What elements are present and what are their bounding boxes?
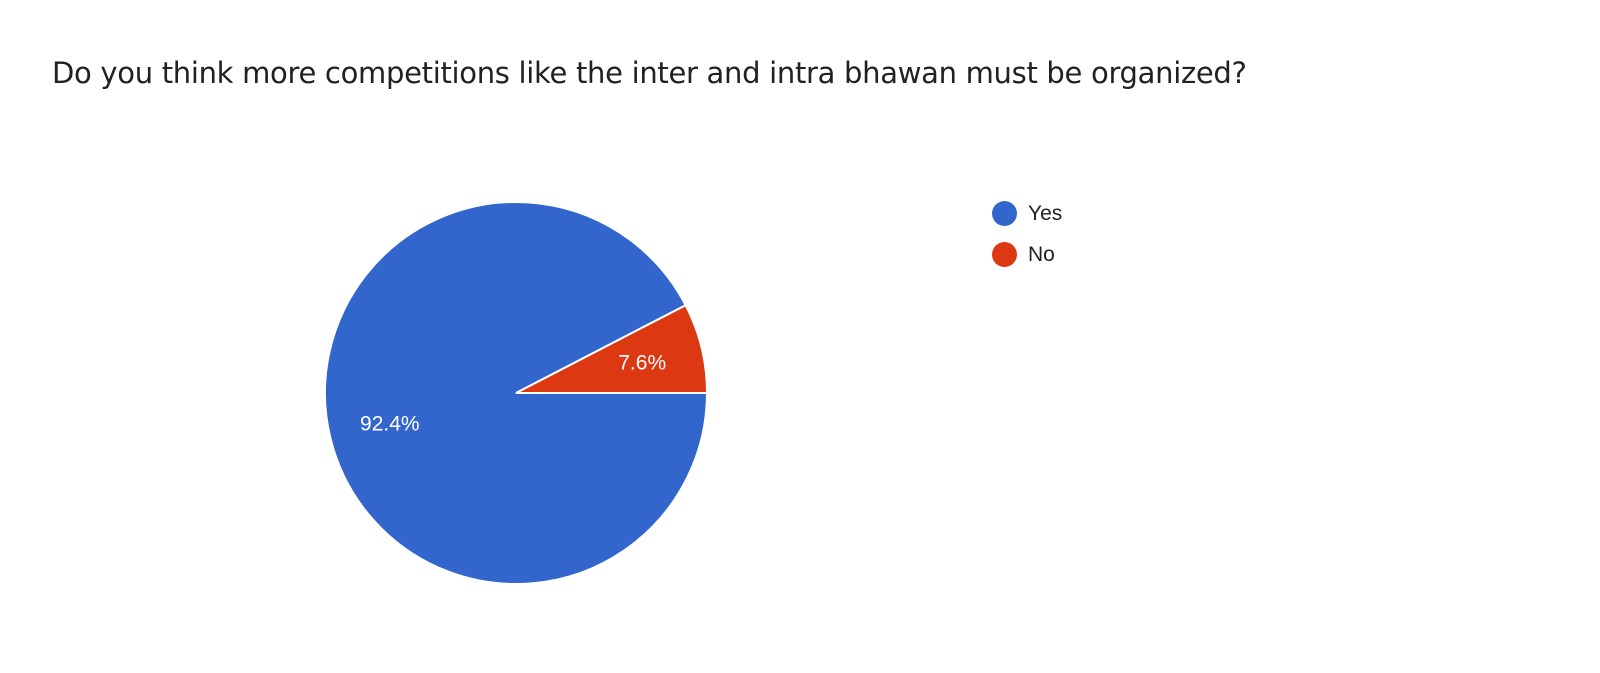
legend-label-no: No [1028,242,1055,266]
pie-slice-no[interactable] [515,303,709,394]
legend-swatch-yes [992,201,1017,226]
legend-item-yes[interactable]: Yes [992,201,1062,226]
data-label-no: 7.6% [618,351,666,374]
chart-title: Do you think more competitions like the … [52,56,1247,90]
data-label-yes: 92.4% [360,413,420,436]
legend-label-yes: Yes [1028,201,1063,225]
legend-item-no[interactable]: No [992,242,1055,267]
legend-swatch-no [992,242,1017,267]
